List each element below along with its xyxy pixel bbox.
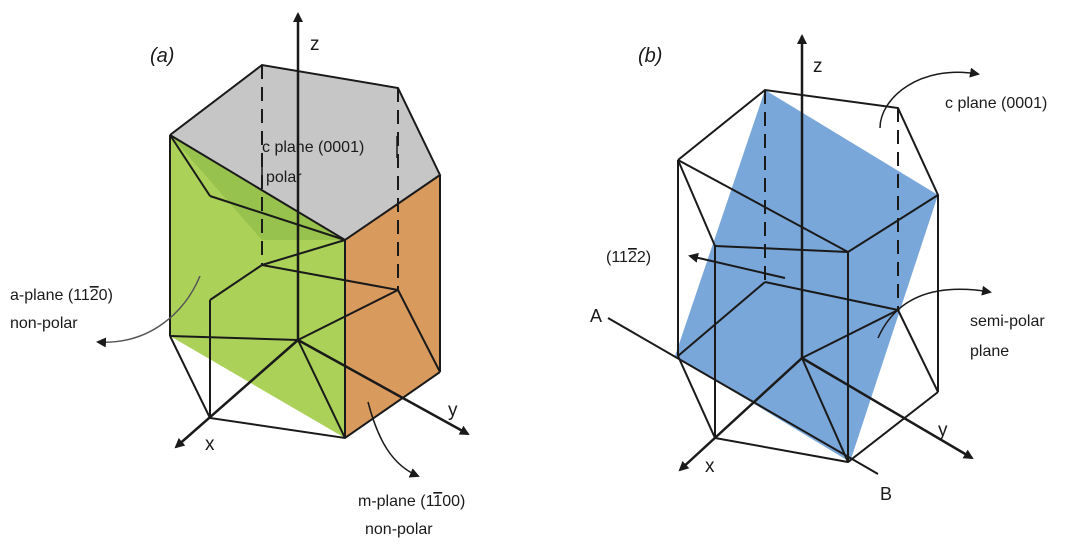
- semi-polar-callout-arrow: [877, 285, 992, 339]
- inner-edge: [169, 335, 299, 341]
- inner-edge: [297, 289, 399, 341]
- inner-edge: [209, 195, 346, 241]
- y-axis-label: y: [938, 420, 948, 441]
- overbar-digit: 2: [628, 249, 637, 266]
- m-plane-callout-arrow: [367, 401, 420, 478]
- x-axis: [678, 357, 803, 472]
- m-plane-face: [345, 175, 440, 438]
- c-plane-label: c plane (0001): [945, 95, 1047, 112]
- inner-edge: [677, 281, 766, 357]
- line-a-b: [607, 317, 879, 475]
- inner-edge: [764, 281, 899, 311]
- a-plane-nonpolar-label: non-polar: [10, 315, 78, 332]
- semi-polar-label: semi-polar: [970, 313, 1045, 330]
- inner-edge: [261, 264, 399, 291]
- m-plane-nonpolar-label: non-polar: [365, 521, 433, 538]
- inner-edge: [297, 339, 346, 439]
- inner-edge: [801, 357, 849, 463]
- point-b-label: B: [880, 484, 892, 504]
- x-axis: [174, 339, 299, 449]
- panel-b-label: (b): [638, 45, 662, 67]
- inner-edge: [397, 289, 441, 373]
- inner-edge: [714, 245, 849, 253]
- plane-normal-arrow: [688, 252, 786, 279]
- c-plane-label: c plane (0001): [262, 139, 364, 156]
- inner-edge: [897, 309, 939, 393]
- c-plane-polar-label: polar: [266, 169, 302, 186]
- bottom-hexagon-edge: [677, 355, 939, 464]
- plane-index-label: (1122): [606, 249, 651, 266]
- y-axis: [297, 338, 470, 436]
- top-hexagon-edge: [169, 63, 442, 242]
- panel-a: (a) z y x c plane (0001) polar a-plane (…: [10, 12, 470, 538]
- x-axis-label: x: [205, 434, 215, 455]
- a-plane-label: a-plane (1120): [10, 287, 113, 304]
- semi-polar-plane-label: plane: [970, 343, 1009, 360]
- m-plane-label: m-plane (1100): [358, 493, 465, 510]
- a-plane-callout-arrow: [96, 275, 201, 348]
- z-axis-label: z: [813, 56, 823, 77]
- bottom-hexagon-edge: [169, 335, 441, 440]
- inner-edge: [261, 239, 346, 266]
- a-plane-face: [170, 135, 345, 438]
- overbar-digit: 2: [90, 287, 99, 304]
- inner-edge: [209, 264, 263, 301]
- overbar-digit: 1: [433, 493, 442, 510]
- inner-edge: [677, 159, 716, 247]
- top-hexagon-edge: [677, 88, 940, 254]
- panel-b: (b) z y x c plane (0001) (1122) semi-pol…: [590, 34, 1047, 504]
- semi-polar-plane: [675, 90, 938, 462]
- inner-edge: [169, 134, 211, 197]
- inner-edge: [801, 309, 899, 359]
- y-axis-label: y: [448, 400, 458, 421]
- c-plane-face: [170, 65, 440, 240]
- x-axis-label: x: [705, 456, 715, 477]
- c-plane-callout-arrow: [879, 67, 980, 129]
- point-a-label: A: [590, 306, 602, 326]
- z-axis-label: z: [310, 34, 320, 55]
- panel-a-label: (a): [150, 45, 174, 67]
- y-axis: [801, 356, 974, 460]
